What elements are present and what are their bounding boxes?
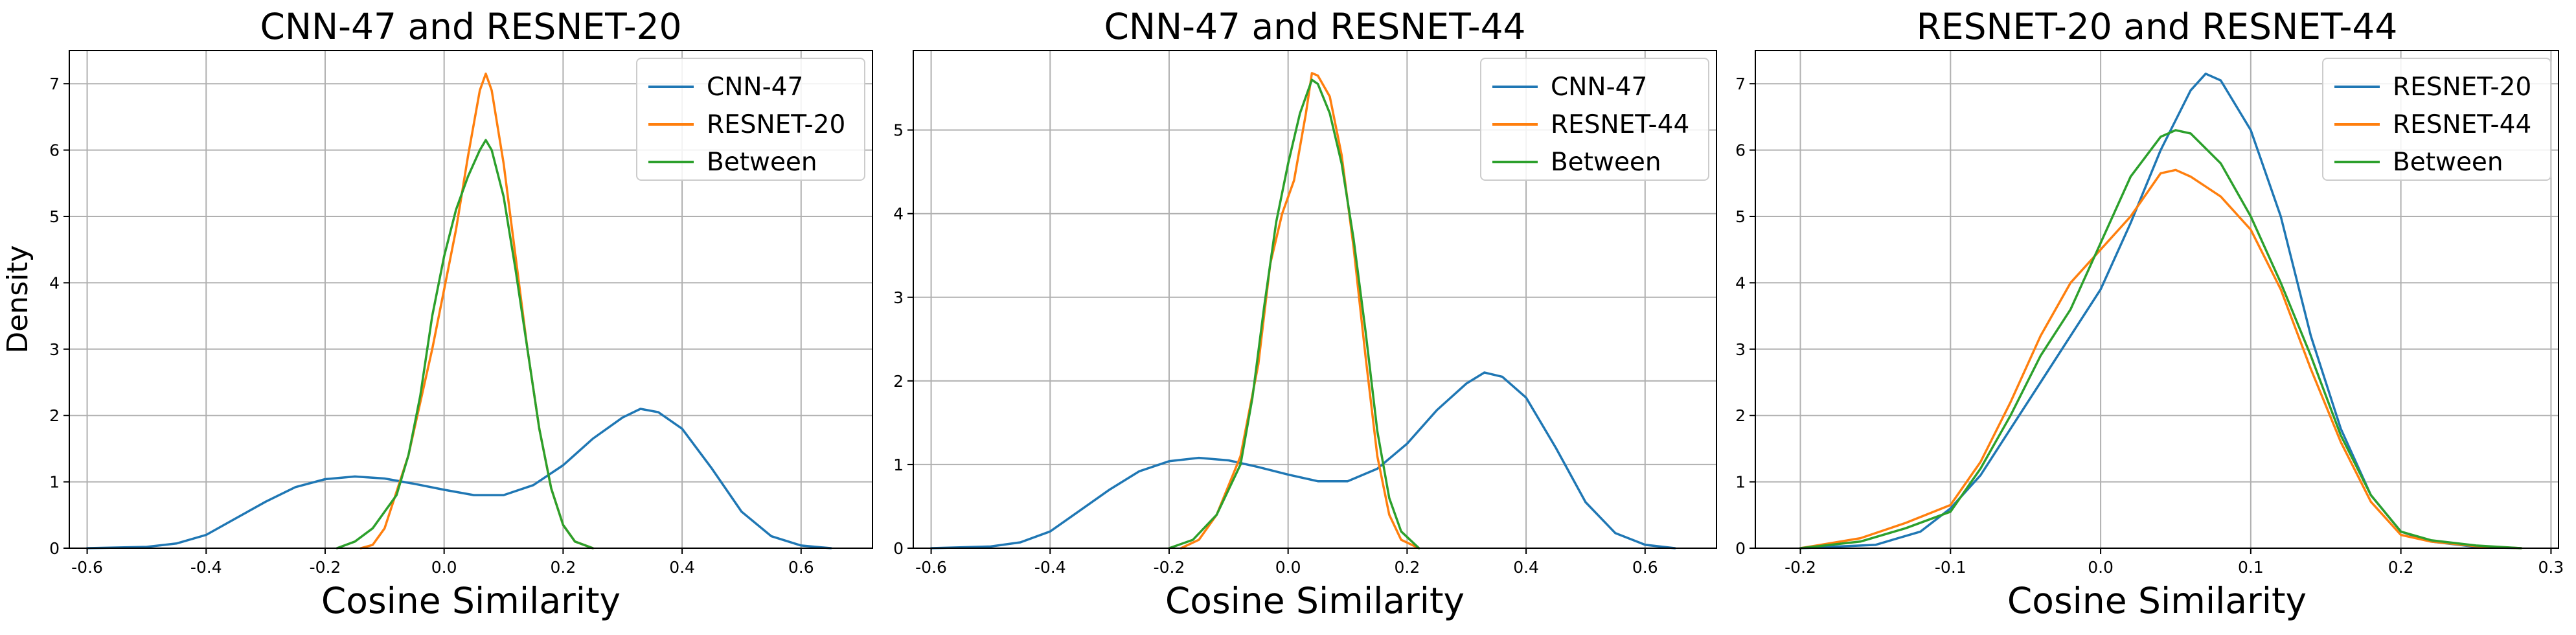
x-tick-label: 0.6 bbox=[788, 558, 814, 577]
x-tick-label: -0.4 bbox=[190, 558, 222, 577]
y-tick-label: 3 bbox=[49, 340, 60, 359]
y-tick-label: 4 bbox=[1735, 273, 1746, 292]
panel-title: CNN-47 and RESNET-20 bbox=[260, 6, 681, 47]
x-tick-label: -0.4 bbox=[1034, 558, 1066, 577]
y-tick-label: 6 bbox=[49, 141, 60, 160]
series-line-cnn-47 bbox=[929, 371, 1676, 549]
legend-label: CNN-47 bbox=[1551, 73, 1647, 102]
legend-box bbox=[1480, 58, 1709, 181]
x-tick-label: -0.2 bbox=[1154, 558, 1185, 577]
chart-panel-3: -0.2 -0.1 0.0 0.1 0.2 0.3 0 1 2 3 4 5 6 7 RESNET-20 an… bbox=[1735, 6, 2564, 621]
x-tick-label: 0.0 bbox=[1275, 558, 1301, 577]
y-tick-label: 7 bbox=[49, 75, 60, 93]
y-tick-label: 2 bbox=[893, 372, 904, 391]
axes-frame bbox=[1755, 50, 2559, 549]
legend-box bbox=[636, 58, 865, 181]
x-axis-label: Cosine Similarity bbox=[2007, 580, 2307, 621]
y-tick-label: 2 bbox=[49, 406, 60, 425]
legend: RESNET-20 RESNET-44 Between bbox=[2322, 58, 2551, 181]
y-tick-label: 6 bbox=[1735, 141, 1746, 160]
x-tick-label: 0.2 bbox=[2388, 558, 2414, 577]
y-tick-label: 1 bbox=[893, 456, 904, 474]
legend: CNN-47 RESNET-20 Between bbox=[636, 58, 865, 181]
x-axis-label: Cosine Similarity bbox=[1165, 580, 1465, 621]
legend-label: Between bbox=[2393, 148, 2503, 177]
legend-label: RESNET-20 bbox=[707, 110, 845, 139]
x-tick-label: -0.2 bbox=[1784, 558, 1816, 577]
axes-frame bbox=[69, 50, 873, 549]
series-line-between bbox=[1799, 129, 2522, 549]
x-tick-label: -0.6 bbox=[915, 558, 947, 577]
x-tick-label: 0.4 bbox=[669, 558, 695, 577]
y-tick-label: 1 bbox=[49, 473, 60, 492]
chart-panel-2: -0.6 -0.4 -0.2 0.0 0.2 0.4 0.6 0 1 2 3 4 5 CNN-47 and… bbox=[893, 6, 1717, 621]
y-tick-label: 3 bbox=[893, 288, 904, 307]
y-tick-label: 4 bbox=[893, 205, 904, 224]
legend-label: RESNET-44 bbox=[2393, 110, 2531, 139]
legend-label: Between bbox=[1551, 148, 1661, 177]
legend-box bbox=[2322, 58, 2551, 181]
legend-label: CNN-47 bbox=[707, 73, 803, 102]
y-tick-label: 7 bbox=[1735, 75, 1746, 93]
y-tick-label: 5 bbox=[1735, 207, 1746, 226]
x-tick-label: 0.0 bbox=[431, 558, 457, 577]
legend-label: RESNET-44 bbox=[1551, 110, 1689, 139]
panel-title: RESNET-20 and RESNET-44 bbox=[1917, 6, 2398, 47]
y-tick-label: 3 bbox=[1735, 340, 1746, 359]
x-tick-label: -0.1 bbox=[1935, 558, 1966, 577]
y-tick-label: 4 bbox=[49, 273, 60, 292]
x-tick-label: 0.0 bbox=[2088, 558, 2114, 577]
series-line-resnet-20 bbox=[359, 73, 595, 549]
series-line-resnet-44 bbox=[1799, 168, 2522, 549]
y-tick-label: 1 bbox=[1735, 473, 1746, 492]
y-axis-label: Density bbox=[1, 245, 34, 353]
x-tick-label: 0.2 bbox=[550, 558, 576, 577]
x-tick-label: 0.6 bbox=[1632, 558, 1658, 577]
x-tick-label: 0.3 bbox=[2538, 558, 2564, 577]
x-tick-label: 0.1 bbox=[2238, 558, 2264, 577]
chart-panel-1: -0.6 -0.4 -0.2 0.0 0.2 0.4 0.6 0 1 2 3 4 5 6 7 CNN-47 a… bbox=[1, 6, 873, 621]
x-tick-label: 0.4 bbox=[1513, 558, 1539, 577]
x-tick-label: -0.2 bbox=[310, 558, 341, 577]
y-tick-label: 5 bbox=[893, 121, 904, 140]
y-tick-label: 2 bbox=[1735, 406, 1746, 425]
series-line-resnet-44 bbox=[1180, 72, 1420, 549]
legend: CNN-47 RESNET-44 Between bbox=[1480, 58, 1709, 181]
x-axis-label: Cosine Similarity bbox=[321, 580, 621, 621]
x-tick-label: -0.6 bbox=[71, 558, 103, 577]
panel-title: CNN-47 and RESNET-44 bbox=[1104, 6, 1525, 47]
legend-label: Between bbox=[707, 148, 817, 177]
y-tick-label: 0 bbox=[1735, 539, 1746, 558]
y-tick-label: 0 bbox=[893, 539, 904, 558]
series-line-between bbox=[1168, 78, 1420, 549]
axes-frame bbox=[913, 50, 1717, 549]
series-line-cnn-47 bbox=[85, 408, 832, 549]
y-tick-label: 5 bbox=[49, 207, 60, 226]
legend-label: RESNET-20 bbox=[2393, 73, 2531, 102]
x-tick-label: 0.2 bbox=[1394, 558, 1420, 577]
series-line-between bbox=[336, 139, 595, 549]
y-tick-label: 0 bbox=[49, 539, 60, 558]
